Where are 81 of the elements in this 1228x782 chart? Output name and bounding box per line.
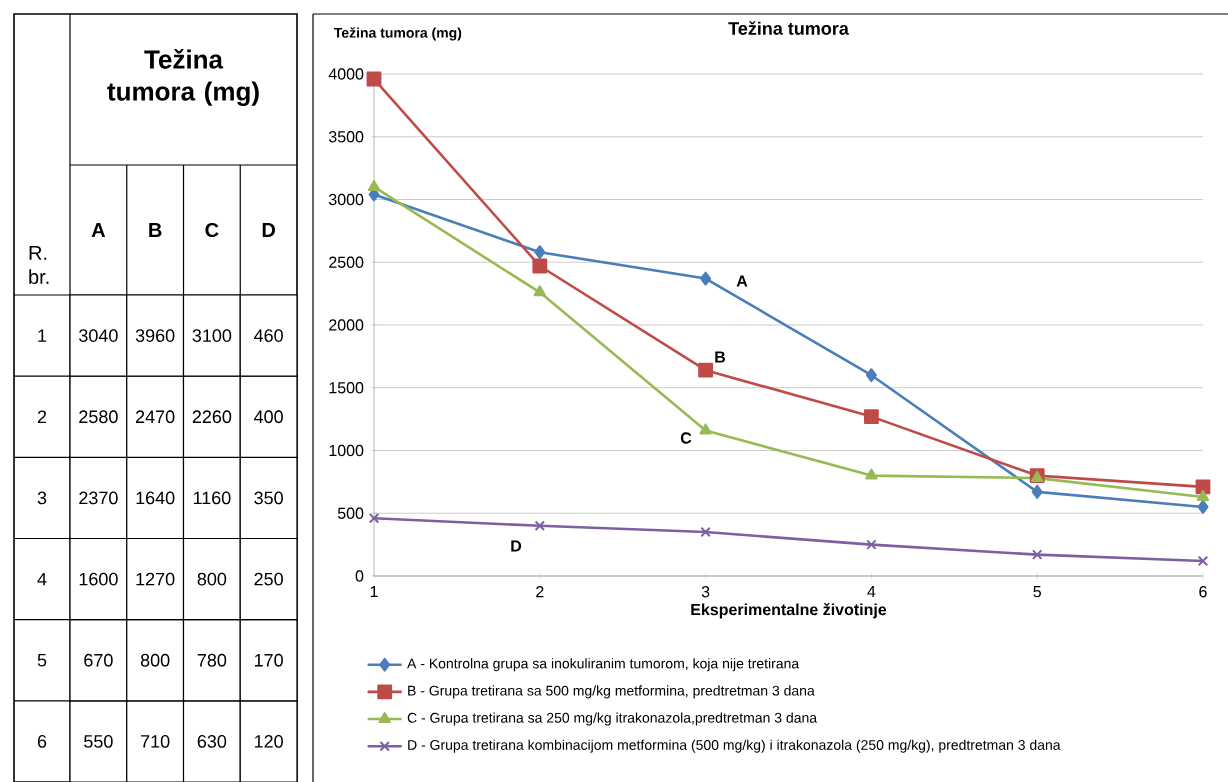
data-label: 460: [254, 329, 283, 342]
data-label: 350: [254, 491, 283, 505]
legend-label: B - Grupa tretirana sa 500 mg/kg metformina, predtretman 3 dana: [408, 685, 815, 699]
y-tick-label: 1500: [329, 382, 364, 394]
x-tick-label: 1: [370, 586, 378, 598]
x-axis-title: Eksperimentalne životinje: [691, 603, 887, 619]
data-label: 170: [254, 653, 283, 667]
data-label: 400: [254, 410, 283, 424]
y-tick-label: 5: [37, 653, 47, 667]
point: [865, 368, 877, 383]
annotation: D: [511, 540, 522, 552]
y-axis-title: Težina tumora (mg): [333, 27, 462, 41]
point: [699, 423, 712, 435]
y-tick-label: 2500: [329, 256, 364, 268]
point: [534, 245, 546, 260]
point: [1031, 549, 1043, 560]
annotation: B: [715, 351, 726, 363]
y-tick-label: 6: [37, 735, 47, 748]
data-label: 2580: [79, 410, 118, 424]
legend-label: C - Grupa tretirana sa 250 mg/kg itrakonazola,predtretman 3 dana: [407, 712, 818, 726]
data-label: 2260: [192, 410, 232, 424]
y-tick-label: 4: [37, 572, 47, 586]
point: [1031, 484, 1043, 499]
data-label: 2370: [79, 491, 118, 505]
point: [366, 71, 382, 87]
point: [1196, 489, 1210, 501]
y-tick-label: 500: [337, 507, 364, 519]
y-tick-label: 4000: [328, 68, 364, 80]
chart-title: Težina tumora: [728, 21, 849, 35]
y-tick-label: 3: [37, 491, 47, 505]
y-tick-label: 3500: [328, 131, 364, 143]
x-tick-label: B: [149, 223, 162, 237]
y-axis-title: R. br.: [29, 246, 49, 284]
point: [532, 258, 548, 274]
point: [534, 520, 546, 532]
data-label: 1270: [136, 572, 175, 586]
data-label: 800: [197, 572, 227, 586]
data-label: 1640: [136, 491, 175, 505]
x-tick-label: C: [205, 222, 219, 238]
x-tick-label: D: [262, 223, 276, 237]
point: [1197, 499, 1209, 514]
y-tick-label: 2: [37, 410, 47, 424]
data-label: 2470: [136, 410, 175, 424]
annotation: A: [736, 275, 748, 287]
data-label: 3960: [135, 329, 175, 342]
point: [698, 362, 713, 378]
chart-title: Težina tumora (mg): [107, 49, 259, 106]
legend-label: A - Kontrolna grupa sa inokuliranim tumorom, koja nije tretirana: [407, 658, 800, 672]
point: [864, 409, 879, 425]
point: [1197, 555, 1209, 567]
data-label: 250: [254, 572, 283, 586]
annotation: C: [680, 432, 692, 444]
data-label: 3100: [192, 329, 232, 342]
y-tick-label: 1000: [329, 444, 364, 457]
x-tick-label: A: [91, 223, 106, 237]
data-label: 1600: [79, 572, 118, 586]
data-label: 3040: [79, 329, 118, 342]
x-tick-label: 6: [1199, 586, 1207, 598]
data-label: 800: [140, 653, 170, 667]
data-label: 670: [84, 653, 113, 667]
point: [1195, 479, 1211, 495]
legend-label: D - Grupa tretirana kombinacijom metformina (500 mg/kg) i itrakonazola (250 mg/kg), predtretman 3 dana: [408, 739, 1061, 753]
point: [700, 526, 711, 538]
point: [368, 513, 380, 524]
data-label: 1160: [193, 491, 231, 505]
point: [533, 285, 546, 297]
x-tick-label: 2: [536, 586, 544, 598]
x-tick-label: 4: [867, 586, 876, 598]
point: [700, 271, 712, 286]
data-label: 780: [197, 653, 227, 667]
point: [865, 468, 878, 480]
y-tick-label: 3000: [328, 193, 364, 206]
x-tick-label: 5: [1033, 586, 1041, 598]
data-label: 120: [254, 735, 283, 748]
y-tick-label: 1: [38, 329, 47, 342]
point: [866, 539, 877, 550]
x-tick-label: 3: [701, 586, 710, 598]
data-label: 550: [84, 735, 113, 748]
point: [367, 179, 381, 191]
y-tick-label: 2000: [329, 319, 364, 331]
y-tick-label: 0: [355, 570, 364, 582]
